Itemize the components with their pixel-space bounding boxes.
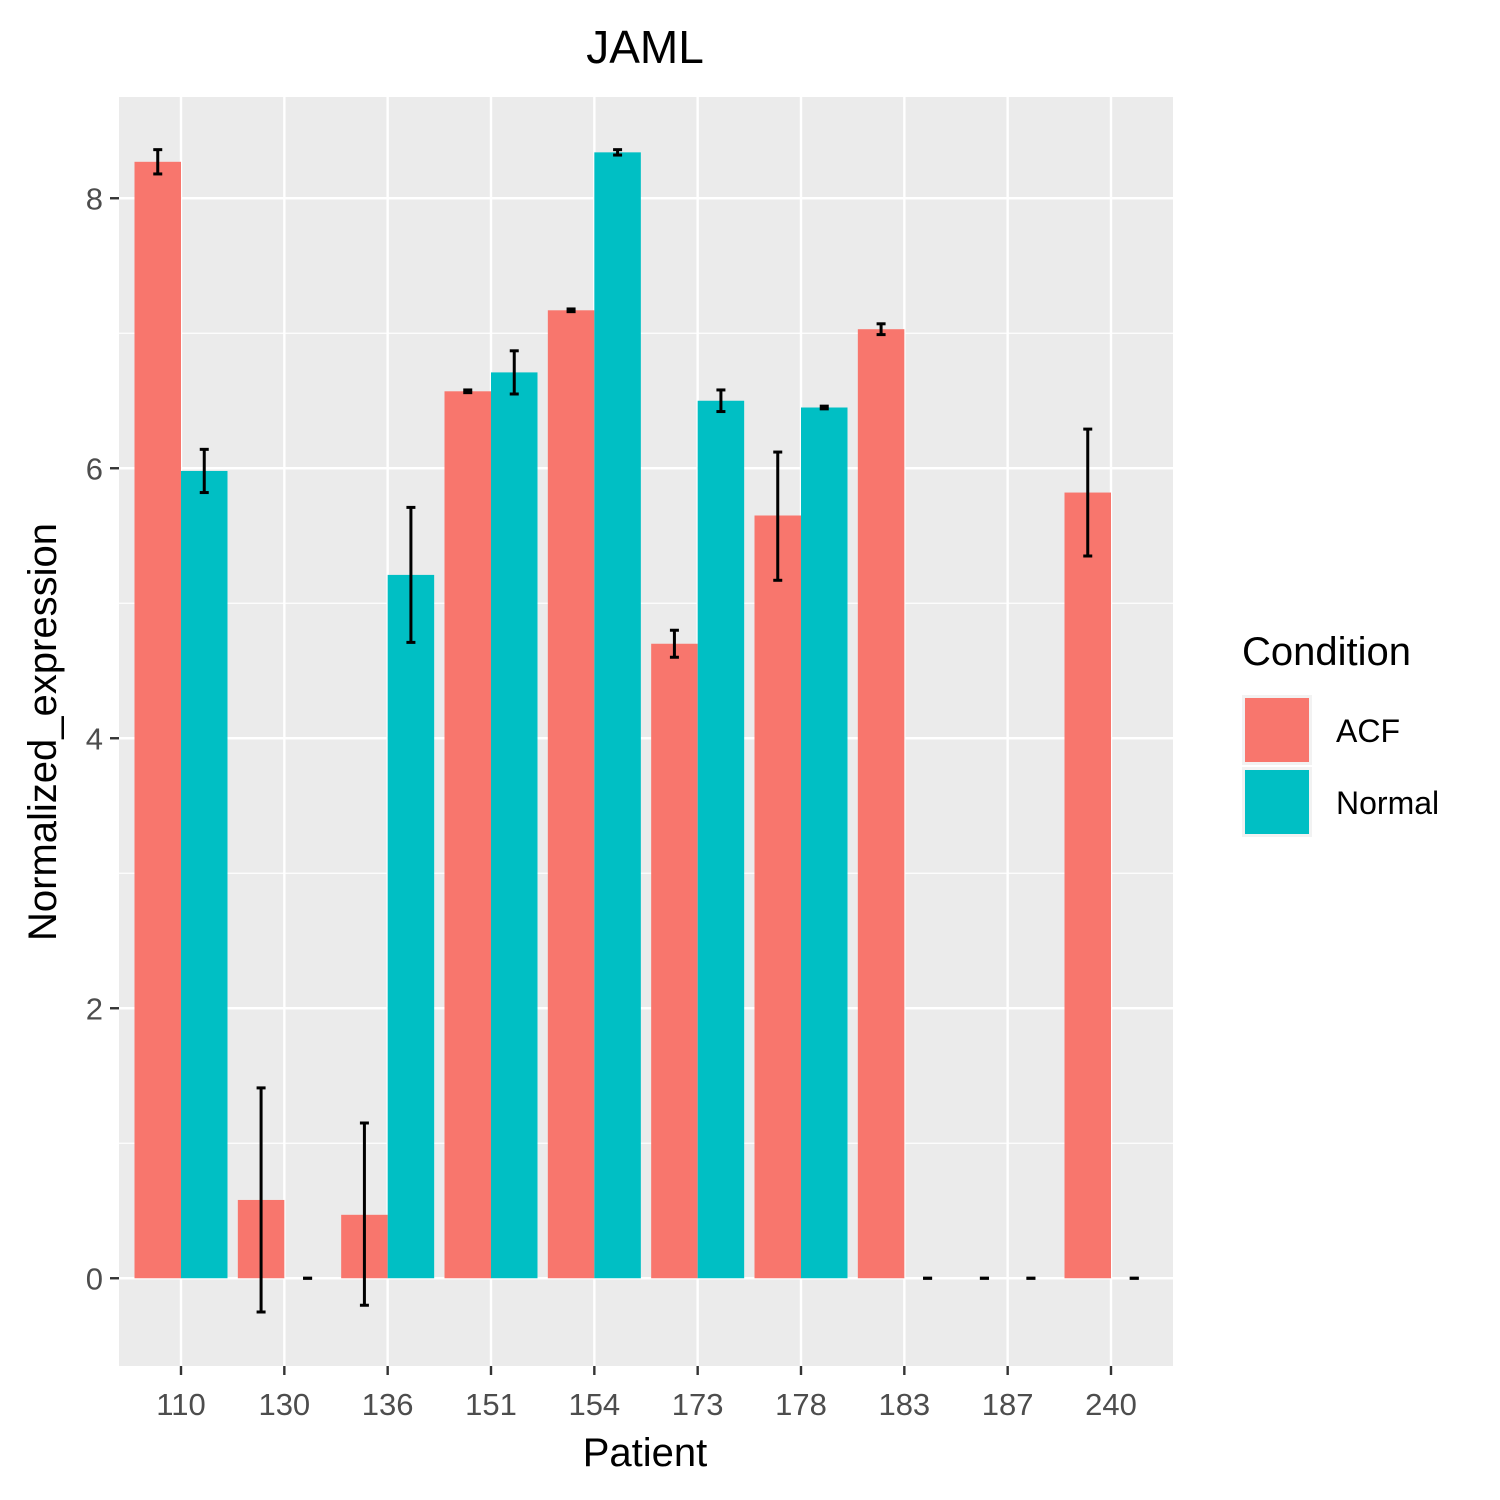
x-tick-label: 173 [672,1387,724,1422]
y-tick-label: 6 [86,451,103,486]
error-bar-acf-110 [153,148,163,176]
x-tick-label: 136 [362,1387,414,1422]
y-tick-label: 8 [86,181,103,216]
y-tick-label: 4 [86,721,103,756]
x-tick-label: 240 [1085,1387,1137,1422]
bar-acf-154 [547,310,595,1279]
bar-normal-178 [801,407,848,1279]
bar-acf-110 [134,161,181,1279]
y-tick-label: 0 [86,1261,103,1296]
error-bar-acf-173 [669,628,679,659]
legend-title: Condition [1242,630,1411,674]
x-axis-title: Patient [583,1431,708,1475]
bar-normal-154 [594,152,641,1279]
error-bar-normal-151 [509,349,519,396]
error-bar-acf-151 [463,388,473,395]
error-bar-acf-154 [566,307,576,314]
x-tick-label: 110 [156,1387,205,1422]
x-tick-label: 154 [568,1387,620,1422]
y-axis: 0 2 4 6 8 [86,181,119,1296]
error-bar-acf-183 [876,322,886,337]
bar-normal-151 [491,372,538,1279]
chart-title: JAML [586,21,704,73]
legend: Condition ACF Normal [1242,630,1439,837]
error-bar-acf-130 [256,1086,266,1314]
x-tick-label: 151 [465,1387,517,1422]
bars [134,152,1111,1279]
error-bar-normal-110 [199,447,209,495]
error-bar-acf-240 [1083,427,1093,558]
x-tick-label: 187 [982,1387,1034,1422]
legend-swatch-acf [1245,698,1309,762]
error-bar-normal-136 [406,505,416,644]
plot-panel [119,97,1173,1366]
bar-acf-183 [857,329,905,1279]
bar-acf-178 [754,515,801,1279]
bar-acf-151 [444,391,491,1279]
bar-normal-110 [181,470,228,1279]
bar-normal-136 [387,574,435,1279]
error-bar-acf-178 [773,450,783,582]
legend-label-acf: ACF [1336,713,1400,749]
error-bar-normal-173 [716,388,726,414]
y-axis-title: Normalized_expression [21,523,65,941]
error-bar-normal-154 [613,148,623,157]
y-tick-label: 2 [86,991,103,1026]
error-bar-normal-178 [819,404,829,411]
bar-normal-173 [697,400,745,1279]
legend-label-normal: Normal [1336,785,1439,821]
x-tick-label: 183 [878,1387,930,1422]
x-tick-label: 178 [775,1387,827,1422]
bar-acf-173 [651,643,698,1279]
x-tick-label: 130 [258,1387,310,1422]
legend-swatch-normal [1245,770,1309,834]
error-bar-acf-136 [359,1121,369,1307]
grid-minor [119,332,1173,1144]
bar-acf-240 [1064,492,1111,1279]
error-bars [153,148,1139,1314]
x-axis: 110 130 136 151 154 173 178 183 187 240 [156,1366,1137,1422]
